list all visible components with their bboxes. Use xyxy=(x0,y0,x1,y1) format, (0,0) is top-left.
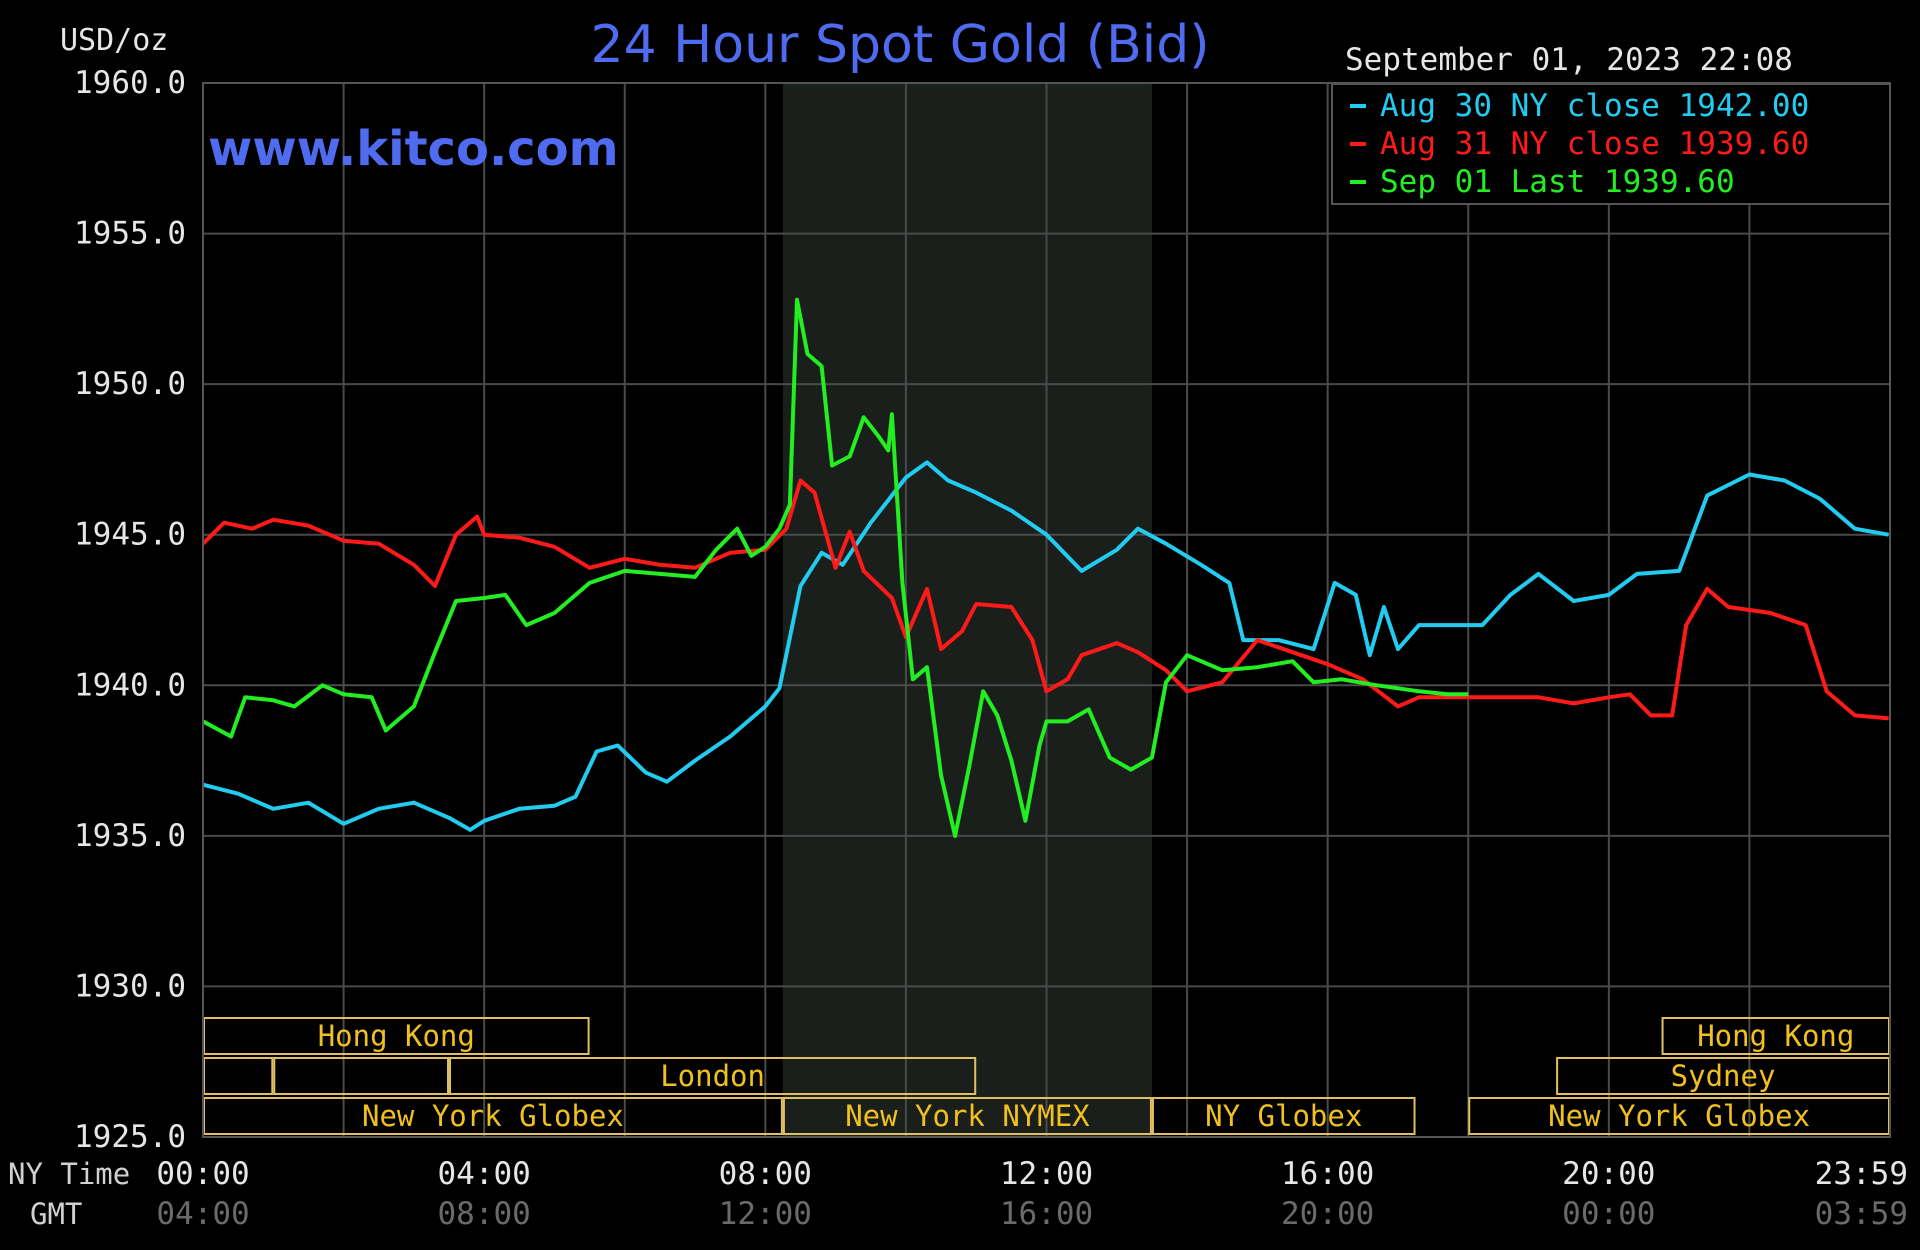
x-tick-label-ny: 12:00 xyxy=(1000,1156,1093,1192)
session-label: Hong Kong xyxy=(1697,1019,1854,1053)
session-box xyxy=(782,1097,1152,1135)
y-tick-label: 1950.0 xyxy=(74,366,186,402)
price-series xyxy=(201,297,1889,838)
x-tick-label-gmt: 16:00 xyxy=(1000,1196,1093,1232)
series-line-1 xyxy=(201,478,1889,721)
x-tick-label-ny: 23:59 xyxy=(1815,1156,1908,1192)
x-tick-label-ny: 08:00 xyxy=(719,1156,812,1192)
legend-entry: Aug 31 NY close 1939.60 xyxy=(1380,126,1809,162)
watermark-text: www.kitco.com xyxy=(208,121,619,177)
x-tick-label-gmt: 20:00 xyxy=(1281,1196,1374,1232)
y-tick-label: 1960.0 xyxy=(74,65,186,101)
session-label: New York Globex xyxy=(362,1099,624,1133)
legend-entry: Aug 30 NY close 1942.00 xyxy=(1380,88,1809,124)
market-sessions: Hong Kong Hong Kong London Sydney New York G… xyxy=(203,1017,1891,1135)
series-line-2 xyxy=(202,297,1469,838)
y-tick-label: 1940.0 xyxy=(74,667,186,703)
x-tick-label-gmt: 00:00 xyxy=(1562,1196,1655,1232)
x-tick-label-ny: 00:00 xyxy=(156,1156,249,1192)
y-tick-label: 1935.0 xyxy=(74,818,186,854)
session-box xyxy=(449,1057,977,1095)
timestamp: September 01, 2023 22:08 xyxy=(1345,42,1793,78)
y-tick-label: 1945.0 xyxy=(74,517,186,553)
x-tick-label-ny: 04:00 xyxy=(438,1156,531,1192)
session-label: London xyxy=(660,1059,765,1093)
chart-title: 24 Hour Spot Gold (Bid) xyxy=(590,15,1209,75)
x-axis-ticks: 00:00 04:00 04:00 08:00 08:00 12:00 12:00 16:00… xyxy=(156,1156,1908,1232)
session-label: New York NYMEX xyxy=(845,1099,1090,1133)
x-row-label-ny: NY Time xyxy=(8,1157,130,1191)
x-row-label-gmt: GMT xyxy=(30,1197,82,1231)
y-tick-label: 1925.0 xyxy=(74,1119,186,1155)
session-box xyxy=(273,1057,450,1095)
y-axis-ticks: 1960.0 1955.0 1950.0 1945.0 1940.0 1935.0 1930… xyxy=(74,65,186,1155)
session-label: Sydney xyxy=(1671,1059,1776,1093)
y-tick-label: 1930.0 xyxy=(74,968,186,1004)
x-tick-label-ny: 20:00 xyxy=(1562,1156,1655,1192)
x-tick-label-ny: 16:00 xyxy=(1281,1156,1374,1192)
plot-frame xyxy=(202,82,1891,1138)
y-tick-label: 1955.0 xyxy=(74,216,186,252)
nymex-session-shade xyxy=(782,83,1152,1137)
legend-entry: Sep 01 Last 1939.60 xyxy=(1380,164,1735,200)
session-label: New York Globex xyxy=(1548,1099,1810,1133)
legend-box xyxy=(1331,83,1891,205)
x-tick-label-gmt: 03:59 xyxy=(1815,1196,1908,1232)
y-unit-label: USD/oz xyxy=(60,23,168,58)
x-tick-label-gmt: 04:00 xyxy=(156,1196,249,1232)
session-label: NY Globex xyxy=(1205,1099,1362,1133)
x-tick-label-gmt: 12:00 xyxy=(719,1196,812,1232)
session-box xyxy=(1151,1097,1416,1135)
series-line-0 xyxy=(202,460,1889,832)
session-label: Hong Kong xyxy=(318,1019,475,1053)
x-tick-label-gmt: 08:00 xyxy=(438,1196,531,1232)
